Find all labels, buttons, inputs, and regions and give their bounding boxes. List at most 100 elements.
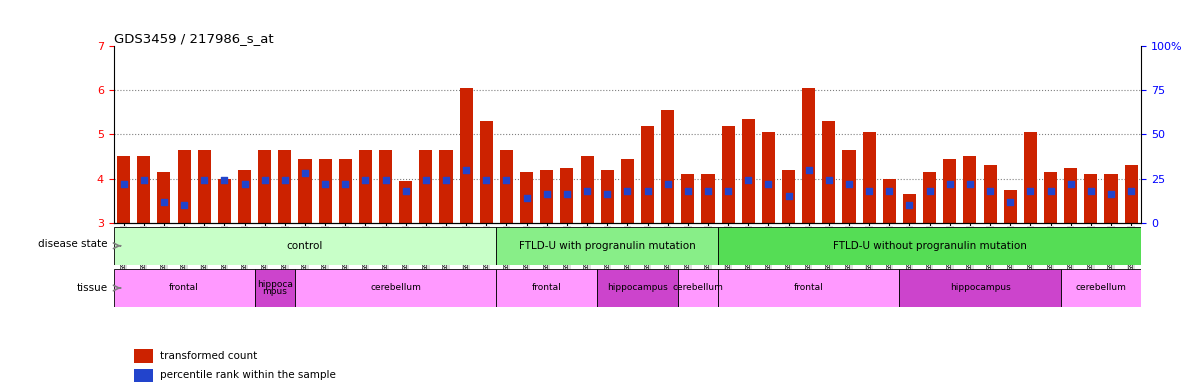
Text: FTLD-U with progranulin mutation: FTLD-U with progranulin mutation [519,241,695,251]
Bar [496,227,718,265]
Bar [460,88,473,223]
Point [517,195,537,201]
Bar [399,181,412,223]
Point [961,181,980,187]
Point [195,177,214,184]
Bar [822,121,835,223]
Point [436,177,455,184]
Point [397,188,416,194]
Point [497,177,516,184]
Point [215,177,234,184]
Point [739,177,758,184]
Text: tissue: tissue [76,283,108,293]
Point [356,177,375,184]
Point [1122,188,1141,194]
Bar [661,110,674,223]
Bar [1084,174,1097,223]
Bar [255,269,295,307]
Bar [601,170,614,223]
Point [1102,191,1121,197]
Text: GDS3459 / 217986_s_at: GDS3459 / 217986_s_at [114,32,274,45]
Point [658,181,678,187]
Point [839,181,858,187]
Text: frontal: frontal [793,283,823,293]
Bar [1044,172,1058,223]
Point [134,177,153,184]
Point [174,202,194,208]
Bar [419,150,433,223]
Point [154,199,173,205]
Bar [903,194,917,223]
Bar [883,179,896,223]
Bar [114,269,255,307]
Bar [319,159,332,223]
Point [255,177,274,184]
Bar [479,121,492,223]
Point [577,188,596,194]
Bar [338,159,351,223]
Bar [678,269,718,307]
Bar [681,174,694,223]
Text: control: control [287,241,323,251]
Bar [842,150,856,223]
Bar [278,150,292,223]
Point [799,167,819,173]
Point [638,188,657,194]
Bar [358,150,372,223]
Bar [496,269,598,307]
Bar [295,269,496,307]
Text: hippocampus: hippocampus [607,283,668,293]
Bar [923,172,936,223]
Point [315,181,335,187]
Point [698,188,717,194]
Bar [440,150,453,223]
Point [880,188,899,194]
Bar [1104,174,1117,223]
Text: frontal: frontal [532,283,562,293]
Text: frontal: frontal [170,283,198,293]
Bar [178,150,190,223]
Text: cerebellum: cerebellum [673,283,723,293]
Bar [718,269,900,307]
Bar [540,170,553,223]
Point [981,188,1000,194]
Bar [1061,269,1141,307]
Text: cerebellum: cerebellum [1076,283,1127,293]
Bar [197,150,210,223]
Point [679,188,698,194]
Bar [258,150,271,223]
Point [295,170,314,176]
Bar [117,157,130,223]
Point [820,177,839,184]
Bar [134,369,153,382]
Point [598,191,617,197]
Bar [782,170,795,223]
Bar [1064,167,1077,223]
Point [1000,199,1019,205]
Point [900,202,919,208]
Bar [943,159,956,223]
Bar [217,179,231,223]
Bar [641,126,654,223]
Bar [900,269,1061,307]
Point [275,177,294,184]
Bar [722,126,735,223]
Bar [762,132,776,223]
Bar [621,159,633,223]
Point [618,188,637,194]
Bar [1004,190,1017,223]
Point [1021,188,1040,194]
Point [920,188,939,194]
Bar [1024,132,1037,223]
Point [1061,181,1080,187]
Bar [114,227,496,265]
Bar [983,166,997,223]
Point [376,177,396,184]
Bar [742,119,755,223]
Point [940,181,960,187]
Point [336,181,355,187]
Bar [560,167,574,223]
Point [779,193,798,199]
Bar [581,157,594,223]
Text: hippoca
mpus: hippoca mpus [257,280,293,296]
